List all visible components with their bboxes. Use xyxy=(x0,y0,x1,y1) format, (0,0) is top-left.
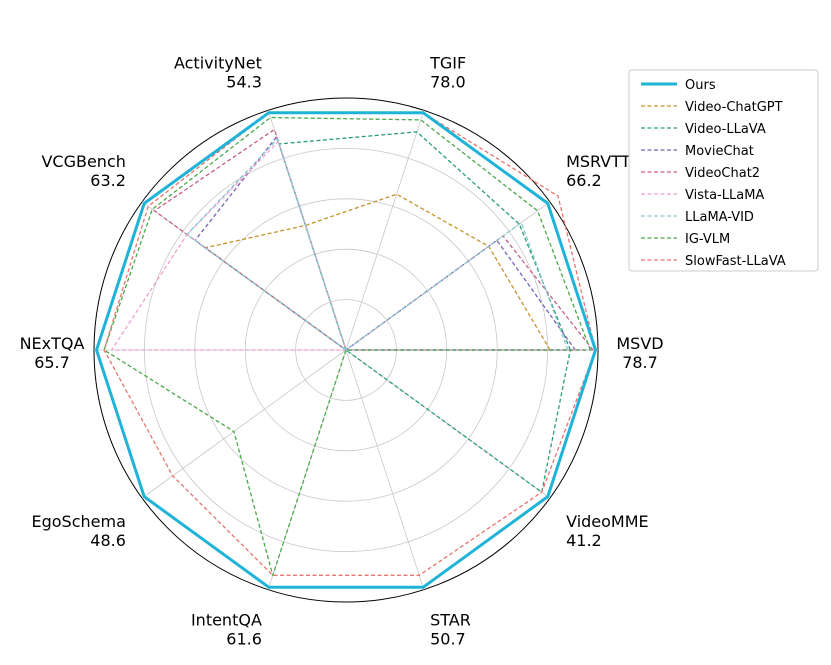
legend-item-llama-vid: LLaMA-VID xyxy=(641,210,754,225)
legend-item-ig-vlm: IG-VLM xyxy=(641,232,730,247)
axis-name: TGIF xyxy=(429,53,466,72)
legend-label: IG-VLM xyxy=(685,232,730,247)
axis-value: 50.7 xyxy=(430,630,466,649)
legend-frame xyxy=(628,69,819,272)
axis-name: EgoSchema xyxy=(32,512,126,531)
radar-series-group xyxy=(95,111,597,589)
axis-value: 78.7 xyxy=(622,353,658,372)
legend-item-ours: Ours xyxy=(641,78,716,93)
series-line-slowfast-llava xyxy=(103,112,597,576)
legend-item-videochat2: VideoChat2 xyxy=(641,166,760,181)
series-line-ours xyxy=(95,111,597,589)
series-line-vista-llama xyxy=(110,140,584,351)
grid-spoke xyxy=(345,110,425,351)
legend-item-video-chatgpt: Video-ChatGPT xyxy=(641,100,783,115)
axis-value: 78.0 xyxy=(430,72,466,91)
legend-label: Video-ChatGPT xyxy=(685,100,783,115)
legend-label: VideoChat2 xyxy=(685,166,760,181)
series-line-video-llava xyxy=(278,131,571,493)
series-line-ig-vlm xyxy=(103,116,592,576)
axis-name: STAR xyxy=(430,611,471,630)
axis-value: 41.2 xyxy=(566,531,602,550)
legend: Ours Video-ChatGPT Video-LLaVA MovieChat Vid… xyxy=(628,69,819,272)
legend-label: Vista-LLaMA xyxy=(685,188,764,203)
grid-spoke xyxy=(345,349,425,590)
axis-name: MSRVTT xyxy=(566,152,631,171)
axis-value: 48.6 xyxy=(90,531,126,550)
legend-item-vista-llama: Vista-LLaMA xyxy=(641,188,764,203)
axis-name: IntentQA xyxy=(191,611,262,630)
legend-item-slowfast-llava: SlowFast-LLaVA xyxy=(641,254,786,269)
legend-item-moviechat: MovieChat xyxy=(641,144,754,159)
axis-value: 54.3 xyxy=(226,72,262,91)
grid-spoke xyxy=(141,349,347,499)
axis-name: VCGBench xyxy=(41,152,125,171)
axis-value: 63.2 xyxy=(90,171,126,190)
legend-label: Video-LLaVA xyxy=(685,122,766,137)
axis-name: VideoMME xyxy=(566,512,649,531)
legend-label: LLaMA-VID xyxy=(685,210,754,225)
axis-value: 66.2 xyxy=(566,171,602,190)
axis-name: ActivityNet xyxy=(174,53,262,72)
series-line-llama-vid xyxy=(186,138,569,351)
legend-label: SlowFast-LLaVA xyxy=(685,254,786,269)
legend-item-video-llava: Video-LLaVA xyxy=(641,122,766,137)
axis-name: NExTQA xyxy=(20,334,85,353)
axis-value: 61.6 xyxy=(226,630,262,649)
axis-value: 65.7 xyxy=(34,353,70,372)
legend-label: MovieChat xyxy=(685,144,754,159)
legend-label: Ours xyxy=(685,78,716,93)
axis-name: MSVD xyxy=(616,334,663,353)
